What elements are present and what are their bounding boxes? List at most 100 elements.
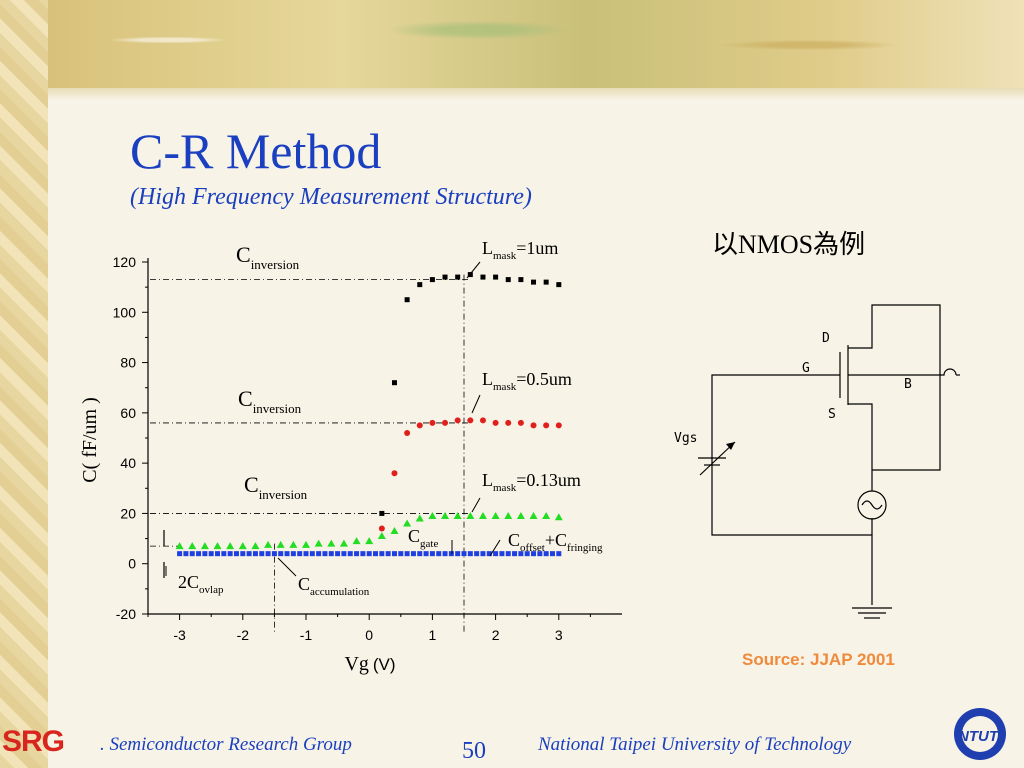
data-point bbox=[264, 540, 273, 548]
y-tick-label: 40 bbox=[120, 455, 136, 471]
data-point bbox=[196, 551, 202, 557]
y-tick-label: 0 bbox=[128, 556, 136, 572]
data-point bbox=[352, 537, 361, 545]
ntut-logo: NTUT bbox=[954, 708, 1006, 760]
data-point bbox=[436, 551, 442, 557]
data-point bbox=[467, 417, 474, 424]
data-point bbox=[335, 551, 341, 557]
annotation-pointer bbox=[471, 497, 481, 513]
data-point bbox=[415, 514, 424, 522]
data-point bbox=[183, 551, 189, 557]
data-point bbox=[271, 551, 277, 557]
data-point bbox=[531, 551, 537, 557]
data-point bbox=[423, 551, 429, 557]
data-point bbox=[493, 274, 499, 280]
annotation-lmask-013um: Lmask=0.13um bbox=[482, 470, 581, 494]
body-wire-hop bbox=[902, 368, 957, 376]
data-point bbox=[512, 551, 518, 557]
footer-university: National Taipei University of Technology bbox=[538, 734, 852, 755]
y-tick-label: 20 bbox=[120, 505, 136, 521]
x-tick-label: 2 bbox=[492, 627, 500, 643]
drain-source-wire bbox=[848, 304, 941, 471]
chart-annotations: Cinversion Cinversion Cinversion Lmask=1um L… bbox=[163, 238, 603, 598]
data-point bbox=[555, 422, 562, 429]
data-point bbox=[290, 551, 296, 557]
data-point bbox=[474, 551, 480, 557]
data-point bbox=[284, 551, 290, 557]
data-point bbox=[391, 470, 398, 477]
label-gate: G bbox=[802, 361, 810, 376]
data-point bbox=[442, 551, 448, 557]
data-point bbox=[478, 511, 487, 519]
data-point bbox=[177, 551, 183, 557]
data-point bbox=[442, 419, 449, 426]
data-point bbox=[398, 551, 404, 557]
data-point bbox=[289, 540, 298, 548]
data-point bbox=[297, 551, 303, 557]
y-tick-label: 60 bbox=[120, 405, 136, 421]
data-point bbox=[354, 551, 360, 557]
data-point bbox=[360, 551, 366, 557]
data-point bbox=[202, 551, 208, 557]
srg-logo: SRG bbox=[2, 725, 65, 758]
data-point bbox=[499, 551, 505, 557]
data-point bbox=[226, 542, 235, 550]
data-point bbox=[417, 551, 423, 557]
data-point bbox=[516, 511, 525, 519]
data-point bbox=[429, 277, 435, 283]
y-tick-label: -20 bbox=[116, 606, 136, 622]
data-point bbox=[391, 380, 397, 386]
data-point bbox=[175, 542, 184, 550]
data-point bbox=[246, 551, 252, 557]
data-point bbox=[505, 419, 512, 426]
data-point bbox=[448, 551, 454, 557]
x-tick-label: -1 bbox=[300, 627, 313, 643]
annotation-pointer bbox=[277, 557, 297, 577]
data-point bbox=[556, 282, 562, 288]
data-point bbox=[385, 551, 391, 557]
data-point bbox=[428, 511, 437, 519]
nmos-circuit-diagram: D G B S Vgs bbox=[674, 304, 960, 619]
data-point bbox=[327, 539, 336, 547]
data-point bbox=[466, 511, 475, 519]
data-point bbox=[480, 551, 486, 557]
data-point bbox=[505, 551, 511, 557]
ac-source-wave bbox=[861, 500, 883, 510]
data-point bbox=[454, 417, 461, 424]
data-point bbox=[302, 540, 310, 548]
data-point bbox=[200, 542, 209, 550]
data-point bbox=[240, 551, 246, 557]
data-point bbox=[543, 422, 550, 429]
data-point bbox=[347, 551, 353, 557]
data-point bbox=[542, 511, 551, 519]
annotation-c-inversion-low: Cinversion bbox=[244, 472, 308, 502]
slide-subtitle: (High Frequency Measurement Structure) bbox=[130, 184, 532, 210]
data-point bbox=[265, 551, 271, 557]
annotation-pointer bbox=[466, 261, 481, 279]
data-point bbox=[504, 511, 513, 519]
data-point bbox=[518, 551, 524, 557]
data-point bbox=[537, 551, 543, 557]
data-point bbox=[404, 297, 410, 303]
annotation-lmask-1um: Lmask=1um bbox=[482, 238, 558, 262]
data-point bbox=[441, 511, 450, 519]
source-citation: Source: JJAP 2001 bbox=[742, 650, 895, 669]
data-point bbox=[341, 551, 347, 557]
chart-points bbox=[175, 272, 563, 557]
label-vgs: Vgs bbox=[674, 431, 697, 446]
data-point bbox=[543, 279, 549, 285]
annotation-lmask-05um: Lmask=0.5um bbox=[482, 369, 572, 393]
data-point bbox=[221, 551, 227, 557]
y-tick-label: 80 bbox=[120, 355, 136, 371]
x-tick-label: -3 bbox=[173, 627, 186, 643]
data-point bbox=[530, 422, 537, 429]
data-point bbox=[314, 539, 323, 547]
data-point bbox=[455, 551, 461, 557]
data-point bbox=[366, 551, 372, 557]
data-point bbox=[453, 511, 462, 519]
annotation-c-accumulation: Caccumulation bbox=[298, 574, 370, 598]
data-point bbox=[429, 419, 436, 426]
annotation-pointer bbox=[489, 539, 501, 557]
data-point bbox=[233, 551, 239, 557]
data-point bbox=[215, 551, 221, 557]
